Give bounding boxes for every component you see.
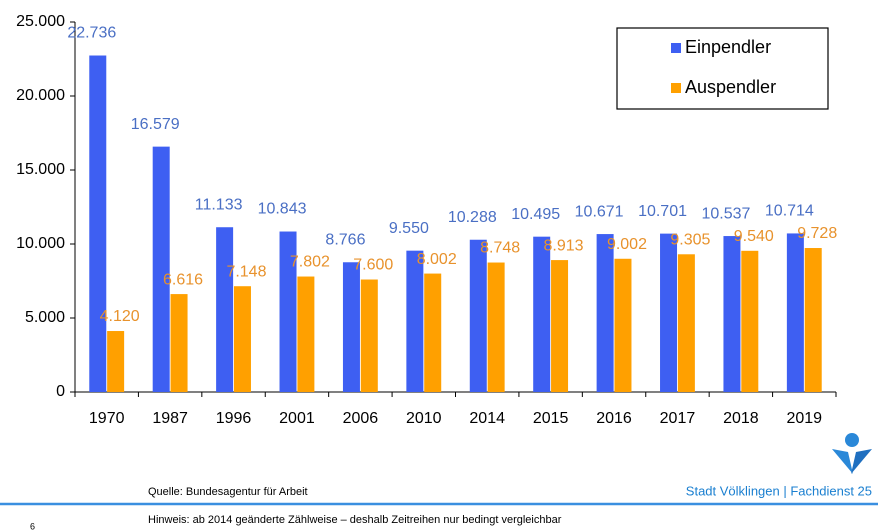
publisher: Stadt Völklingen | Fachdienst 25 (686, 483, 872, 498)
bar (596, 234, 614, 392)
value-label: 8.748 (480, 240, 520, 257)
bar (107, 331, 125, 392)
value-label: 9.550 (389, 220, 429, 237)
bar (487, 262, 505, 392)
x-tick-label: 2010 (406, 410, 442, 427)
bar (469, 239, 487, 392)
value-label: 9.002 (607, 236, 647, 253)
value-label: 10.714 (765, 203, 814, 220)
value-label: 7.802 (290, 254, 330, 271)
value-label: 10.537 (701, 205, 750, 222)
value-label: 6.616 (163, 271, 203, 288)
legend-label: Auspendler (685, 77, 776, 97)
bar (424, 273, 442, 392)
y-tick-label: 15.000 (16, 161, 65, 178)
bar (279, 231, 297, 392)
note: Hinweis: ab 2014 geänderte Zählweise – d… (148, 514, 562, 526)
value-label: 8.002 (417, 251, 457, 268)
y-tick-label: 5.000 (25, 309, 65, 326)
page-number: 6 (30, 521, 35, 531)
value-label: 10.495 (511, 206, 560, 223)
value-label: 10.701 (638, 203, 687, 220)
x-tick-label: 2018 (723, 410, 759, 427)
bar (89, 55, 107, 392)
bar (342, 262, 360, 392)
bar (677, 254, 695, 392)
x-tick-label: 1996 (216, 410, 252, 427)
value-label: 9.305 (670, 232, 710, 249)
x-tick-label: 1987 (152, 410, 188, 427)
x-tick-label: 2019 (786, 410, 822, 427)
value-label: 7.148 (226, 263, 266, 280)
bar (233, 286, 251, 392)
bar (723, 236, 741, 392)
legend-swatch (671, 83, 681, 93)
logo (832, 433, 872, 474)
x-tick-label: 1970 (89, 410, 125, 427)
x-tick-label: 2015 (533, 410, 569, 427)
value-label: 10.671 (575, 203, 624, 220)
bar (660, 233, 678, 392)
y-tick-label: 0 (56, 383, 65, 400)
legend-label: Einpendler (685, 37, 771, 57)
x-tick-label: 2016 (596, 410, 632, 427)
bar (406, 250, 424, 392)
value-label: 11.133 (195, 196, 243, 213)
bar (360, 279, 378, 392)
value-label: 10.843 (258, 201, 307, 218)
bar (170, 294, 188, 392)
bar (216, 227, 234, 392)
bar (804, 248, 822, 392)
x-tick-label: 2001 (279, 410, 315, 427)
y-tick-label: 20.000 (16, 87, 65, 104)
legend-box (616, 27, 829, 110)
x-tick-label: 2017 (660, 410, 696, 427)
x-tick-label: 2014 (469, 410, 505, 427)
source: Quelle: Bundesagentur für Arbeit (148, 486, 308, 498)
value-label: 9.540 (734, 228, 774, 245)
bar (741, 250, 759, 392)
y-tick-label: 10.000 (16, 235, 65, 252)
value-label: 22.736 (67, 25, 116, 42)
bar (551, 260, 569, 392)
legend-swatch (671, 43, 681, 53)
y-tick-label: 25.000 (16, 13, 65, 30)
bar (533, 236, 551, 392)
value-label: 10.288 (448, 209, 497, 226)
value-label: 16.579 (131, 116, 180, 133)
bar (152, 146, 170, 392)
value-label: 8.766 (325, 231, 365, 248)
bar (786, 233, 804, 392)
x-tick-label: 2006 (343, 410, 379, 427)
value-label: 7.600 (353, 257, 393, 274)
value-label: 4.120 (100, 308, 140, 325)
bar (614, 258, 632, 392)
value-label: 9.728 (797, 225, 837, 242)
value-label: 8.913 (544, 237, 584, 254)
bar (297, 276, 315, 392)
